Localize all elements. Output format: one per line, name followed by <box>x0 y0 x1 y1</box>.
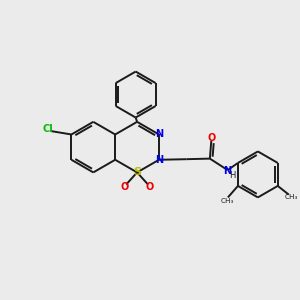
Text: N: N <box>155 155 163 165</box>
Text: N: N <box>224 166 232 176</box>
Text: O: O <box>145 182 153 192</box>
Text: Cl: Cl <box>43 124 53 134</box>
Text: S: S <box>133 167 141 177</box>
Text: CH₃: CH₃ <box>285 194 298 200</box>
Text: O: O <box>207 133 215 143</box>
Text: N: N <box>155 130 163 140</box>
Text: CH₃: CH₃ <box>220 198 234 204</box>
Text: H: H <box>229 171 235 180</box>
Text: O: O <box>121 182 129 192</box>
